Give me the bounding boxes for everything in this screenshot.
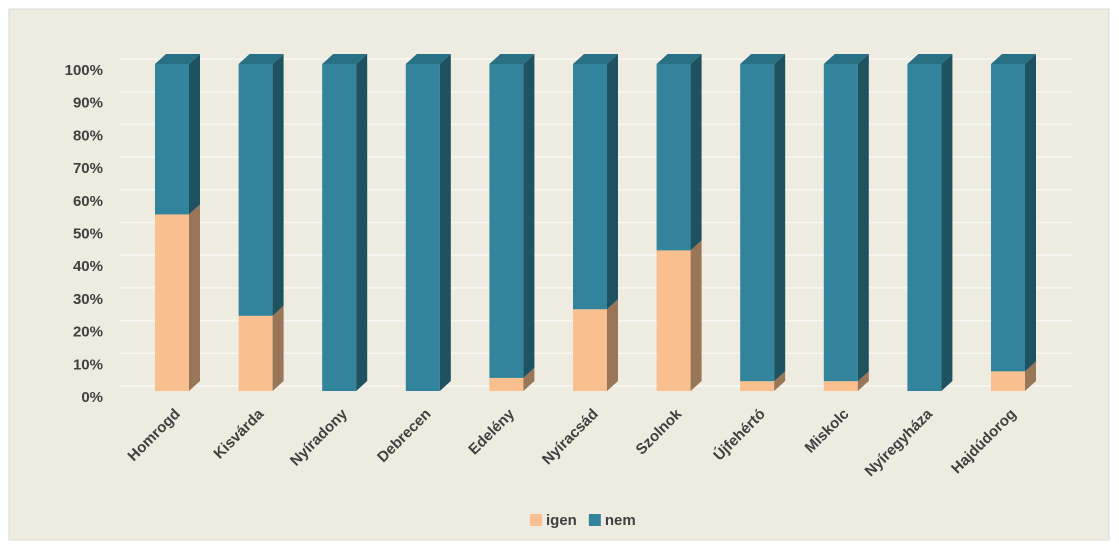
- bar: [823, 381, 858, 391]
- bar: [656, 250, 691, 391]
- bar: [238, 64, 273, 316]
- bar-side: [774, 371, 786, 391]
- y-tick-label: 10%: [73, 356, 103, 373]
- y-tick-label: 100%: [65, 62, 103, 79]
- bar: [155, 64, 189, 215]
- bar-top: [740, 54, 786, 64]
- y-tick-label: 80%: [73, 127, 103, 144]
- y-tick-label: 50%: [73, 225, 103, 242]
- bar-top: [489, 54, 535, 64]
- y-tick-label: 90%: [73, 95, 103, 112]
- bar-side: [607, 299, 618, 391]
- y-tick-label: 20%: [73, 324, 103, 341]
- bar: [573, 64, 607, 310]
- y-tick-label: 30%: [73, 291, 103, 308]
- bar-side: [189, 54, 200, 215]
- bar-side: [272, 305, 284, 391]
- bar-side: [356, 54, 368, 391]
- legend-label: nem: [605, 512, 636, 529]
- bar-top: [405, 54, 451, 64]
- bar-side: [439, 54, 451, 391]
- bar-top: [573, 54, 618, 64]
- bar-top: [238, 54, 284, 64]
- bar-top: [907, 54, 953, 64]
- bar-top: [322, 54, 368, 64]
- legend-swatch: [530, 514, 542, 526]
- bar: [907, 64, 942, 391]
- y-tick-label: 70%: [73, 160, 103, 177]
- bar-side: [189, 204, 200, 391]
- bar-top: [823, 54, 869, 64]
- bar-side: [690, 240, 702, 391]
- bar: [740, 64, 775, 382]
- bar-side: [941, 54, 953, 391]
- bar-top: [155, 54, 200, 64]
- bar-side: [690, 54, 702, 251]
- bar-side: [272, 54, 284, 316]
- bar: [991, 371, 1025, 391]
- bar: [489, 64, 524, 378]
- bar: [155, 214, 189, 391]
- bar: [489, 377, 524, 391]
- bar: [573, 309, 607, 391]
- legend-swatch: [588, 514, 601, 526]
- bar: [238, 315, 273, 391]
- bar-side: [523, 367, 535, 391]
- bar-top: [656, 54, 702, 64]
- bar: [991, 64, 1025, 372]
- bar: [823, 64, 858, 382]
- y-tick-label: 40%: [73, 258, 103, 275]
- bar-side: [857, 371, 869, 391]
- bar: [656, 64, 691, 251]
- bar-top: [991, 54, 1036, 64]
- bar-side: [1025, 361, 1036, 391]
- y-tick-label: 60%: [73, 193, 103, 210]
- bar-side: [857, 54, 869, 382]
- bar-side: [774, 54, 786, 382]
- bar-side: [1025, 54, 1036, 372]
- bar-side: [607, 54, 618, 310]
- y-tick-label: 0%: [81, 389, 103, 406]
- bar: [322, 64, 357, 391]
- bar: [740, 381, 775, 391]
- legend-label: igen: [546, 512, 577, 529]
- bar: [405, 64, 440, 391]
- bar-side: [523, 54, 535, 378]
